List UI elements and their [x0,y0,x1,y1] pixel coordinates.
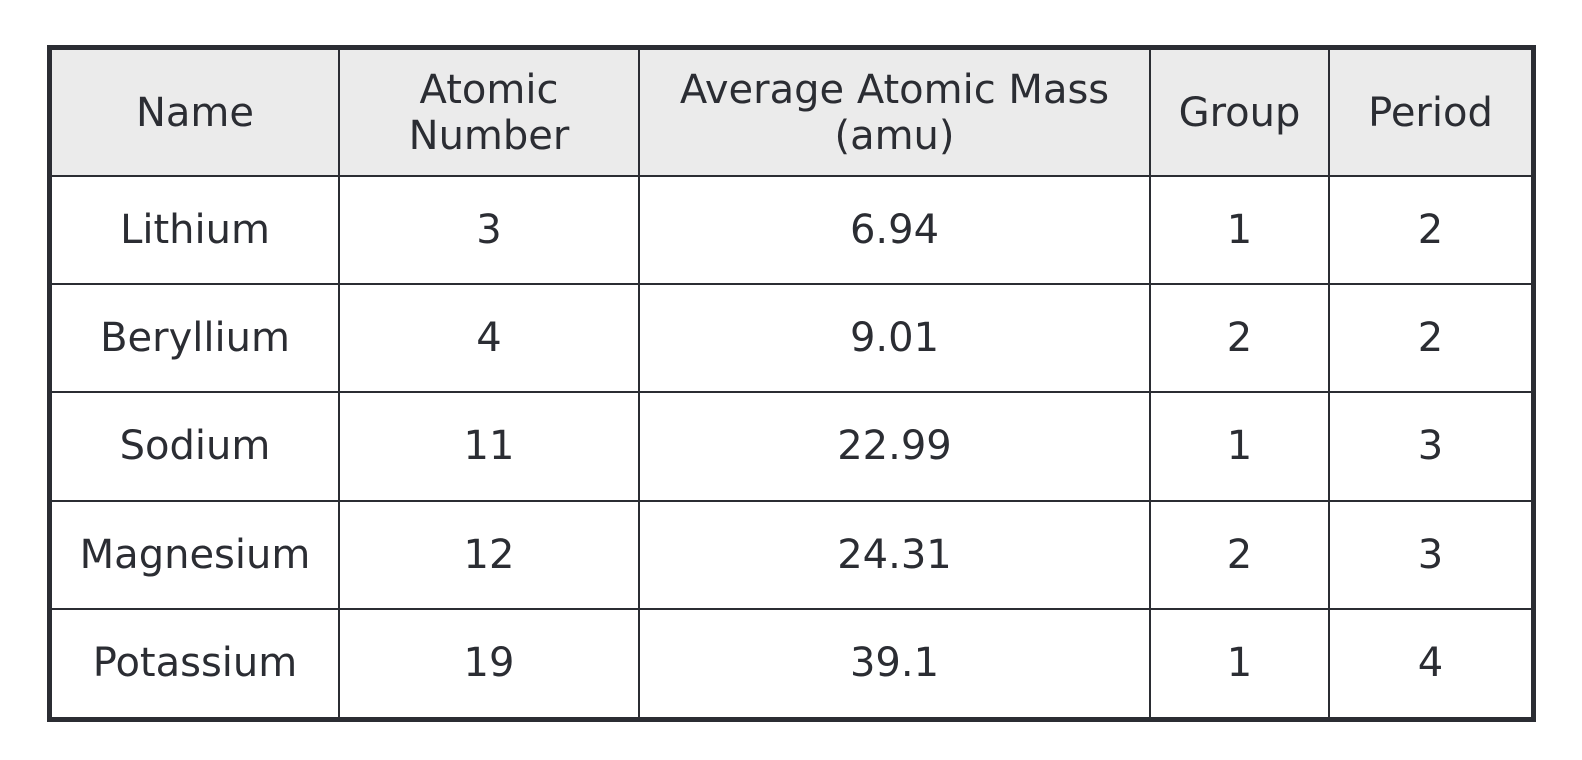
table-body: Lithium 3 6.94 1 2 Beryllium 4 9.01 2 2 … [52,174,1531,717]
cell-atomic-number: 12 [338,499,640,610]
cell-name: Beryllium [52,283,340,394]
cell-name: Lithium [52,174,340,286]
cell-atomic-number: 19 [338,607,640,717]
cell-name: Sodium [52,391,340,502]
column-header-name: Name [52,50,340,177]
cell-average-atomic-mass: 9.01 [638,283,1151,394]
cell-group: 2 [1149,499,1330,610]
cell-period: 2 [1328,283,1531,394]
column-header-average-atomic-mass: Average Atomic Mass (amu) [638,50,1151,177]
column-header-group: Group [1149,50,1330,177]
elements-table: Name Atomic Number Average Atomic Mass (… [47,45,1536,722]
cell-period: 4 [1328,607,1531,717]
cell-atomic-number: 4 [338,283,640,394]
header-row: Name Atomic Number Average Atomic Mass (… [52,50,1531,177]
table-header: Name Atomic Number Average Atomic Mass (… [52,50,1531,177]
column-header-atomic-number: Atomic Number [338,50,640,177]
cell-average-atomic-mass: 24.31 [638,499,1151,610]
table-row: Beryllium 4 9.01 2 2 [52,283,1531,394]
data-table: Name Atomic Number Average Atomic Mass (… [52,50,1531,717]
cell-atomic-number: 3 [338,174,640,286]
cell-average-atomic-mass: 39.1 [638,607,1151,717]
cell-period: 2 [1328,174,1531,286]
table-row: Sodium 11 22.99 1 3 [52,391,1531,502]
cell-atomic-number: 11 [338,391,640,502]
cell-group: 1 [1149,391,1330,502]
cell-name: Potassium [52,607,340,717]
cell-period: 3 [1328,499,1531,610]
cell-group: 1 [1149,607,1330,717]
table-row: Lithium 3 6.94 1 2 [52,174,1531,286]
cell-name: Magnesium [52,499,340,610]
cell-average-atomic-mass: 22.99 [638,391,1151,502]
column-header-period: Period [1328,50,1531,177]
cell-group: 1 [1149,174,1330,286]
table-row: Potassium 19 39.1 1 4 [52,607,1531,717]
cell-average-atomic-mass: 6.94 [638,174,1151,286]
table-row: Magnesium 12 24.31 2 3 [52,499,1531,610]
cell-group: 2 [1149,283,1330,394]
cell-period: 3 [1328,391,1531,502]
